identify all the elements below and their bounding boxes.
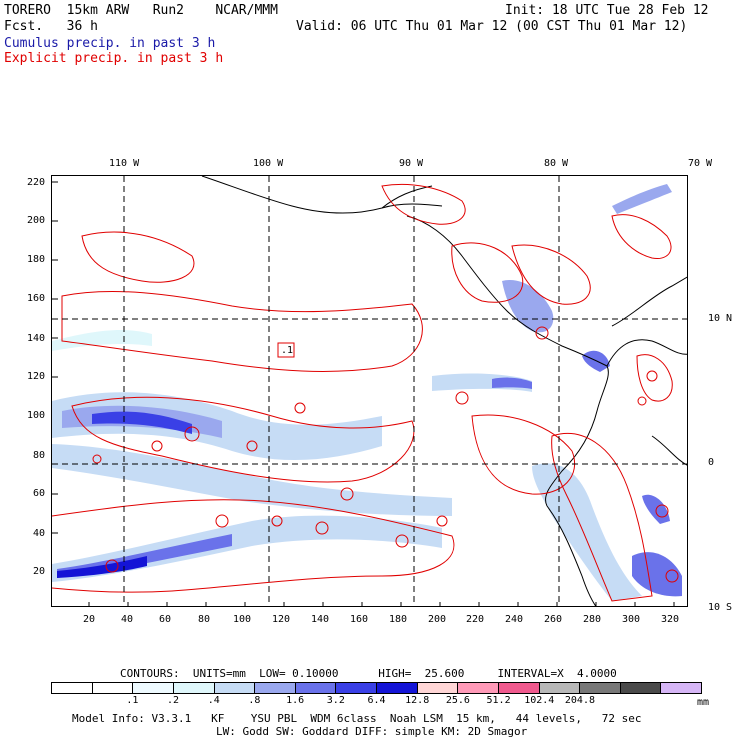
left-tick-label: 160 (27, 293, 46, 304)
model-title: TORERO 15km ARW Run2 NCAR/MMM (4, 3, 278, 18)
low-marker-label: .1 (281, 345, 294, 356)
left-tick-label: 180 (27, 254, 46, 265)
left-tick-label: 120 (27, 371, 46, 382)
lon-label-70w: 70 W (688, 158, 713, 169)
colorbar-swatch (133, 683, 174, 693)
bottom-tick-label: 260 (544, 614, 563, 625)
bottom-tick-label: 100 (233, 614, 252, 625)
coastline (201, 176, 687, 606)
colorbar-label: 3.2 (326, 695, 345, 706)
init-time: Init: 18 UTC Tue 28 Feb 12 (505, 3, 709, 18)
bottom-tick-label: 160 (350, 614, 369, 625)
left-tick-label: 80 (33, 450, 46, 461)
bottom-tick-label: 220 (466, 614, 485, 625)
colorbar-swatch (52, 683, 93, 693)
graticule (52, 176, 687, 606)
bottom-tick-label: 320 (661, 614, 680, 625)
colorbar-swatch (92, 683, 134, 693)
colorbar-label: .2 (167, 695, 180, 706)
lon-label-110w: 110 W (109, 158, 140, 169)
left-tick-label: 60 (33, 488, 46, 499)
colorbar-label: 25.6 (445, 695, 470, 706)
colorbar-label: 12.8 (405, 695, 430, 706)
colorbar-label: 204.8 (564, 695, 595, 706)
lon-label-80w: 80 W (544, 158, 569, 169)
left-tick-label: 100 (27, 410, 46, 421)
contours-info: CONTOURS: UNITS=mm LOW= 0.10000 HIGH= 25… (120, 667, 617, 680)
colorbar-swatch (498, 683, 540, 693)
bottom-tick-label: 300 (622, 614, 641, 625)
colorbar (51, 682, 702, 694)
colorbar-swatch (214, 683, 256, 693)
colorbar-swatch (295, 683, 337, 693)
low-marker-box (277, 342, 295, 358)
physics-info: LW: Godd SW: Goddard DIFF: simple KM: 2D… (216, 725, 528, 738)
colorbar-swatch (539, 683, 581, 693)
bottom-tick-label: 180 (389, 614, 408, 625)
cumulus-precip-shading (52, 184, 682, 601)
colorbar-swatch (336, 683, 377, 693)
field-explicit-label: Explicit precip. in past 3 h (4, 51, 224, 66)
left-tick-label: 220 (27, 177, 46, 188)
lat-label-0: 0 (708, 457, 715, 468)
colorbar-label: 1.6 (286, 695, 305, 706)
bottom-tick-label: 280 (583, 614, 602, 625)
model-info: Model Info: V3.3.1 KF YSU PBL WDM 6class… (72, 712, 642, 725)
colorbar-swatch (255, 683, 296, 693)
colorbar-label: 51.2 (486, 695, 511, 706)
field-cumulus-label: Cumulus precip. in past 3 h (4, 36, 216, 51)
bottom-tick-label: 240 (505, 614, 524, 625)
explicit-precip-contours (52, 183, 679, 602)
colorbar-swatch (458, 683, 499, 693)
left-tick-label: 40 (33, 528, 46, 539)
colorbar-label: .4 (207, 695, 220, 706)
bottom-tick-label: 80 (198, 614, 211, 625)
lon-label-100w: 100 W (253, 158, 284, 169)
colorbar-label: 6.4 (367, 695, 386, 706)
map-canvas (52, 176, 687, 606)
left-tick-label: 200 (27, 215, 46, 226)
colorbar-units: mm (697, 697, 710, 708)
colorbar-swatch (661, 683, 701, 693)
colorbar-label: .8 (248, 695, 261, 706)
colorbar-swatch (173, 683, 215, 693)
bottom-tick-label: 40 (121, 614, 134, 625)
colorbar-swatch (580, 683, 621, 693)
colorbar-label: 102.4 (524, 695, 555, 706)
forecast-hour: Fcst. 36 h (4, 19, 98, 34)
lat-label-10n: 10 N (708, 313, 733, 324)
precip-map: .1 (51, 175, 688, 607)
lon-label-90w: 90 W (399, 158, 424, 169)
colorbar-swatch (417, 683, 459, 693)
left-tick-label: 140 (27, 333, 46, 344)
bottom-tick-label: 20 (83, 614, 96, 625)
colorbar-swatch (620, 683, 662, 693)
bottom-tick-label: 140 (311, 614, 330, 625)
bottom-tick-label: 60 (159, 614, 172, 625)
bottom-tick-label: 200 (428, 614, 447, 625)
bottom-tick-label: 120 (272, 614, 291, 625)
lat-label-10s: 10 S (708, 602, 733, 613)
left-tick-label: 20 (33, 566, 46, 577)
valid-time: Valid: 06 UTC Thu 01 Mar 12 (00 CST Thu … (296, 19, 688, 34)
colorbar-label: .1 (126, 695, 139, 706)
colorbar-swatch (377, 683, 418, 693)
